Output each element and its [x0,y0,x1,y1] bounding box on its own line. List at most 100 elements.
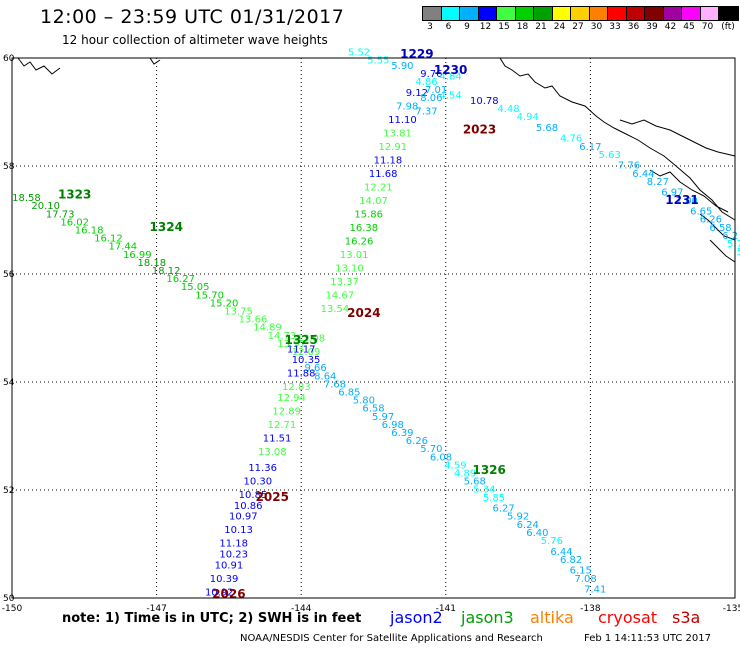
wave-height-value: 15.86 [354,209,383,220]
latitude-labels: 60 58 56 54 52 50 [3,54,15,604]
pass-time-label: 1326 [472,463,505,477]
wave-height-value: 13.75 [224,307,253,318]
wave-height-value: 15.05 [181,282,210,293]
wave-height-value: 11.17 [287,344,316,355]
wave-height-value: 8.27 [647,177,669,188]
longitude-labels: -150 -147 -144 -141 -138 -135 [2,604,740,614]
scale-swatch [718,6,739,21]
wave-height-value: 10.92 [205,587,234,598]
latitude-label: 60 [3,54,15,64]
wave-height-value: 15.20 [210,298,239,309]
latitude-label: 50 [3,594,15,604]
wave-height-value: 14.73 [268,331,297,342]
wave-height-value: 6.85 [338,388,360,399]
wave-height-value: 6.2 [722,231,738,242]
wave-height-value: 10.13 [224,525,253,536]
scale-unit: (ft) [721,22,735,32]
wave-height-value: 8.06 [420,93,442,104]
wave-height-value: 14.07 [359,196,388,207]
wave-height-value: 6.15 [570,566,592,577]
wave-height-value: 17.44 [109,242,138,253]
map-frame [11,57,736,599]
wave-height-value: 20.10 [31,201,60,212]
wave-height-value: 16.27 [166,274,195,285]
scale-label: 42 [664,22,677,32]
longitude-label: -147 [146,604,166,614]
wave-height-value: 11.51 [263,433,292,444]
wave-height-value: 10.30 [243,477,272,488]
wave-height-value: 4.84 [439,72,461,83]
track-jason3-A: 18.5820.1017.7316.0216.1816.1217.4416.99… [12,193,320,358]
wave-height-value: 11.10 [388,115,417,126]
wave-height-value: 18.58 [12,193,41,204]
pass-time-label: 2023 [463,123,496,137]
wave-height-value: 6.44 [550,547,572,558]
wave-height-value: 10.97 [229,512,258,523]
scale-label: 70 [701,22,714,32]
pass-time-label: 2025 [256,490,289,504]
latitude-label: 54 [3,378,15,388]
wave-height-value: 17.73 [46,209,75,220]
wave-height-value: 4.54 [439,91,461,102]
wave-height-value: 7.01 [425,85,447,96]
credit-line: NOAA/NESDIS Center for Satellite Applica… [240,633,543,644]
wave-height-value: 16.38 [350,223,379,234]
wave-height-value: 12.94 [277,393,306,404]
wave-height-value: 10.85 [239,490,268,501]
pass-time-label: 1231 [665,193,698,207]
wave-height-value: 12.89 [272,406,301,417]
wave-height-value: 7.68 [324,379,346,390]
wave-height-value: 15.70 [195,290,224,301]
coastline-segment [619,119,736,157]
wave-height-value: 7.41 [584,585,606,596]
wave-height-value: 6.82 [560,555,582,566]
scale-label: 21 [535,22,547,32]
pass-time-label: 2024 [347,306,380,320]
wave-height-value: 13.66 [239,315,268,326]
wave-height-value: 9.12 [406,88,428,99]
scale-label: 24 [553,22,566,32]
footnote: note: 1) Time is in UTC; 2) SWH is in fe… [62,611,362,626]
wave-height-value: 4.76 [560,134,582,145]
wave-height-value: 5.9 [737,247,740,258]
mission-legend-jason3: jason3 [461,608,514,627]
wave-height-value: 6.08 [430,452,452,463]
wave-height-value: 9.76 [420,69,442,80]
wave-height-value: 4.48 [497,104,519,115]
coastline [17,57,736,263]
wave-height-value: 5.34 [473,485,495,496]
wave-height-value: 16.12 [94,234,123,245]
wave-height-value: 10.86 [234,501,263,512]
coastline-segment [499,57,736,221]
wave-height-value: 16.18 [75,226,104,237]
wave-height-value: 6.97 [661,188,683,199]
longitude-label: -135 [723,604,740,614]
wave-height-value: 5.97 [372,412,394,423]
wave-height-value: 16.99 [123,250,152,261]
wave-height-value: 7.76 [618,161,640,172]
wave-height-value: 5.63 [599,150,621,161]
wave-height-value: 12.09 [292,347,321,358]
wave-height-value: 11.36 [248,463,277,474]
wave-height-value: 6.58 [362,404,384,415]
wave-height-value: 6.44 [632,169,654,180]
scale-label: 3 [427,22,433,32]
wave-height-value: 5.76 [541,536,563,547]
scale-label: 30 [590,22,603,32]
wave-height-value: 5.90 [391,61,413,72]
mission-legend-cryosat: cryosat [598,608,658,627]
scale-label: 45 [683,22,695,32]
wave-height-value: 13.10 [335,263,364,274]
mission-legend-jason2: jason2 [390,608,443,627]
longitude-label: -138 [580,604,601,614]
pass-time-label: 2026 [212,587,245,601]
wave-height-value: 8.64 [314,371,336,382]
wave-height-value: 12.83 [282,382,311,393]
wave-height-value: 18.12 [152,266,181,277]
wave-height-value: 5.52 [348,47,370,58]
wave-height-value: 13.08 [258,447,287,458]
longitude-label: -141 [436,604,456,614]
wave-height-value: 6.24 [517,520,539,531]
wave-height-value: 14.89 [253,323,282,334]
